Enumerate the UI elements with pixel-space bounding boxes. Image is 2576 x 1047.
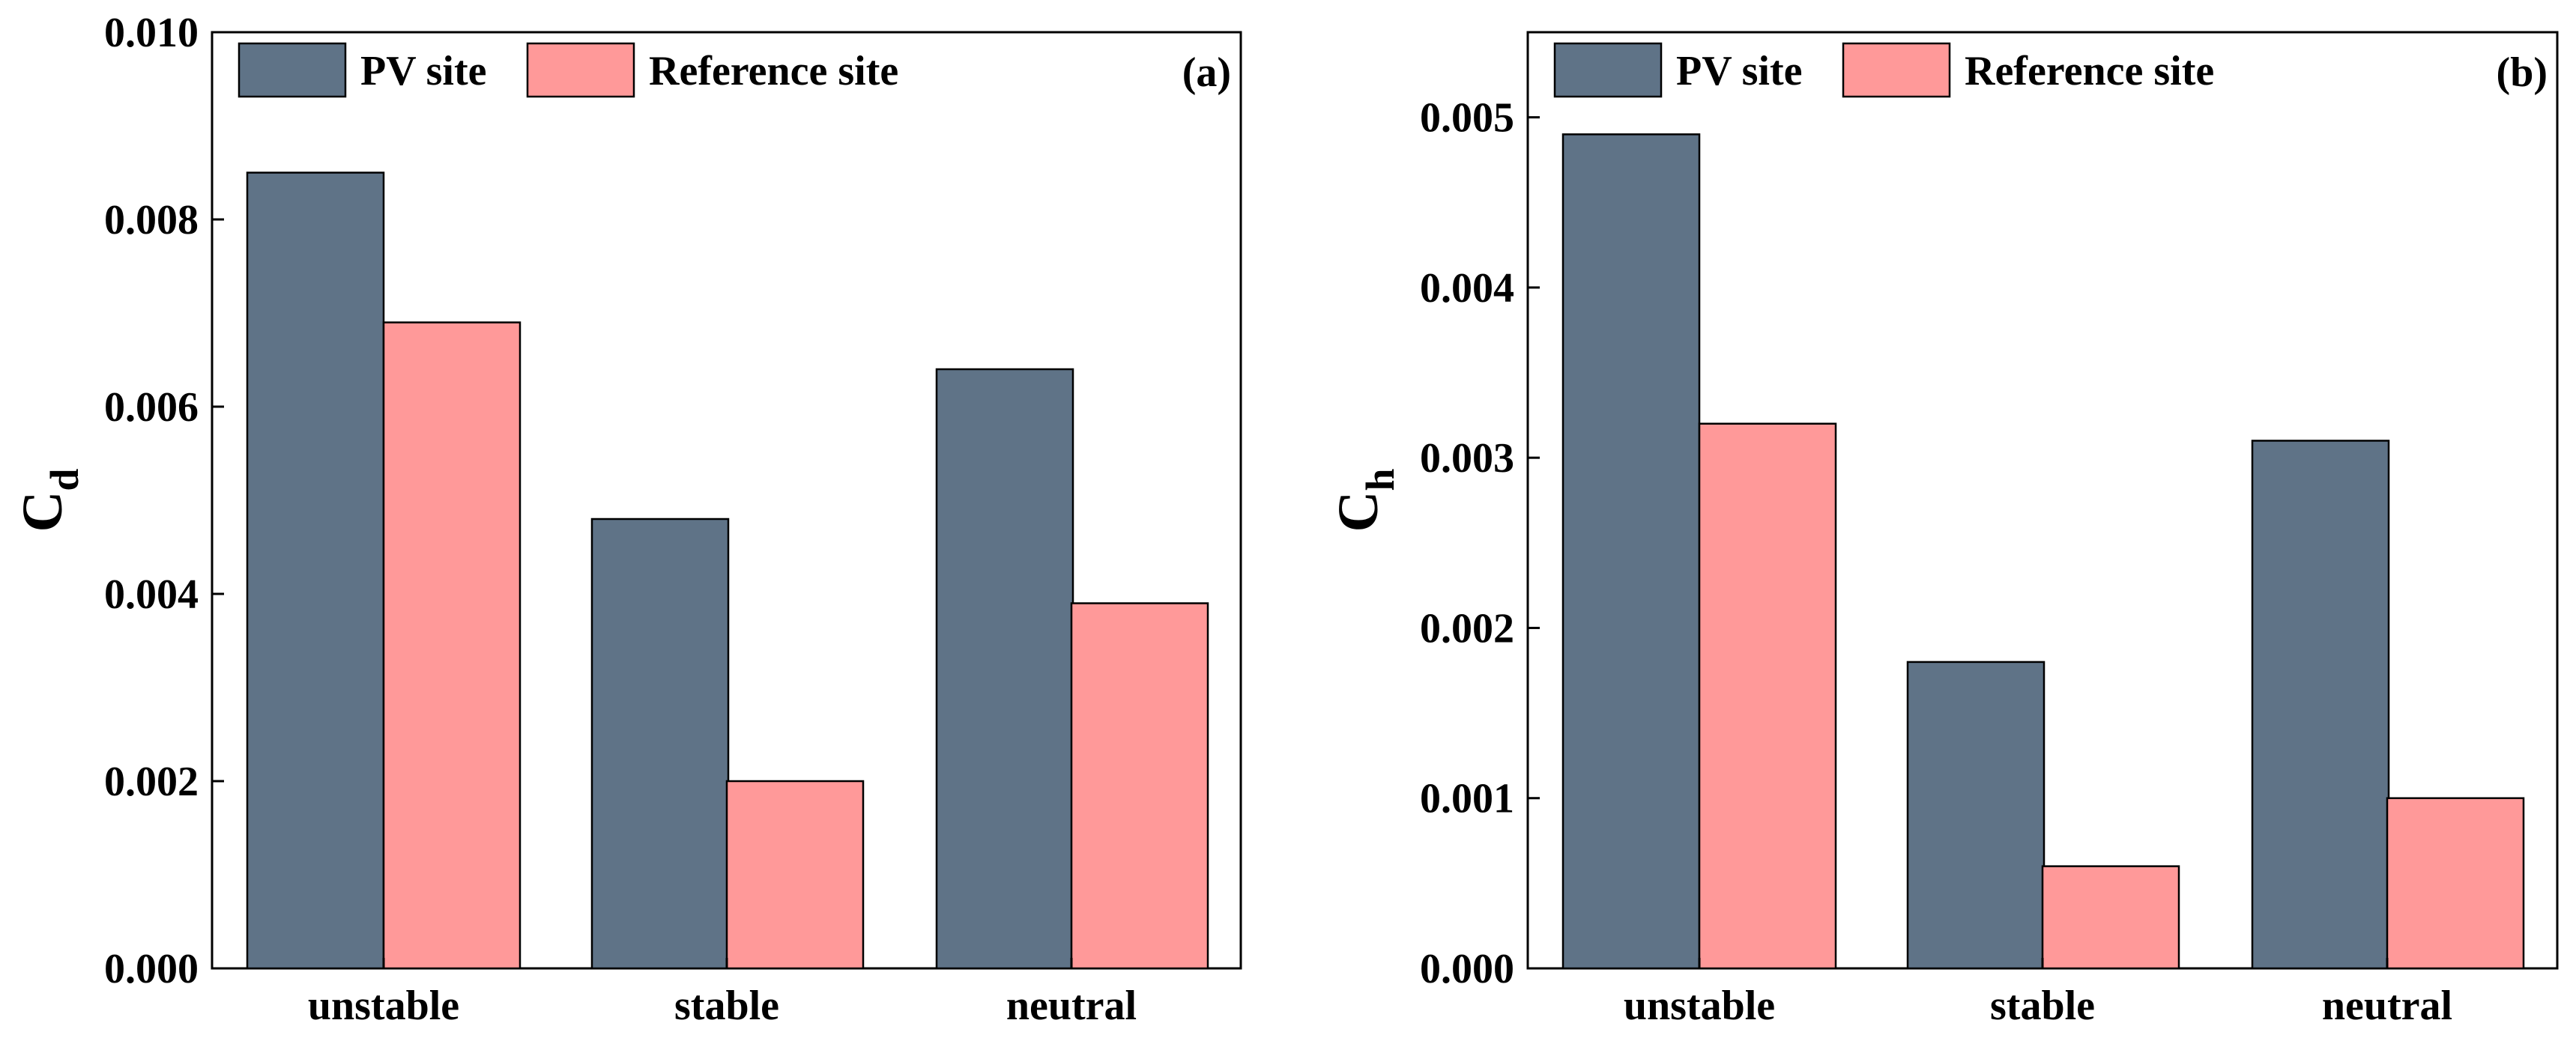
x-tick-label-a-unstable: unstable bbox=[308, 983, 459, 1029]
y-tick-label-a-3: 0.006 bbox=[104, 384, 199, 431]
legend-label-pv-b: PV site bbox=[1676, 48, 1803, 94]
y-axis-label-b: Ch bbox=[1327, 469, 1403, 532]
bar-b-unstable-pv bbox=[1561, 133, 1701, 970]
legend-a: PV site Reference site bbox=[238, 42, 898, 98]
y-axis-label-main-b: C bbox=[1327, 491, 1390, 532]
y-tick-label-b-5: 0.005 bbox=[1420, 95, 1514, 142]
legend-swatch-ref-b bbox=[1842, 42, 1951, 98]
y-tick-label-a-0: 0.000 bbox=[104, 946, 199, 992]
bars-b bbox=[1561, 133, 2525, 970]
x-tick-label-a-neutral: neutral bbox=[1006, 983, 1137, 1029]
bar-a-neutral-pv bbox=[935, 368, 1074, 970]
legend-swatch-ref-a bbox=[526, 42, 635, 98]
bar-a-neutral-ref bbox=[1070, 602, 1209, 970]
bar-b-stable-pv bbox=[1906, 661, 2046, 970]
panel-a: 0.000 0.002 0.004 0.006 0.008 0.010 unstable s… bbox=[11, 10, 1242, 1029]
bar-b-stable-ref bbox=[2041, 865, 2180, 970]
y-tick-label-b-0: 0.000 bbox=[1420, 946, 1514, 992]
legend-label-ref-b: Reference site bbox=[1965, 48, 2214, 94]
bar-a-stable-pv bbox=[590, 518, 730, 970]
y-tick-label-a-5: 0.010 bbox=[104, 10, 199, 56]
bar-a-stable-ref bbox=[725, 780, 865, 970]
x-ticks-b: unstable stable neutral bbox=[1624, 958, 2452, 1029]
legend-swatch-pv-a bbox=[238, 42, 347, 98]
legend-label-ref-a: Reference site bbox=[649, 48, 898, 94]
y-tick-label-b-4: 0.004 bbox=[1420, 265, 1514, 312]
bar-a-unstable-pv bbox=[246, 172, 385, 970]
y-axis-label-main-a: C bbox=[11, 491, 74, 532]
y-tick-label-a-4: 0.008 bbox=[104, 197, 199, 243]
y-tick-label-a-2: 0.004 bbox=[104, 571, 199, 618]
y-tick-label-b-1: 0.001 bbox=[1420, 776, 1514, 822]
bars-a bbox=[246, 172, 1209, 970]
x-tick-label-b-unstable: unstable bbox=[1624, 983, 1775, 1029]
y-tick-label-a-1: 0.002 bbox=[104, 759, 199, 805]
legend-swatch-pv-b bbox=[1553, 42, 1663, 98]
y-tick-label-b-3: 0.003 bbox=[1420, 435, 1514, 482]
y-tick-label-b-2: 0.002 bbox=[1420, 605, 1514, 652]
x-tick-label-a-stable: stable bbox=[674, 983, 779, 1029]
y-axis-label-a: Cd bbox=[11, 469, 87, 532]
panel-tag-a: (a) bbox=[1182, 49, 1231, 96]
legend-label-pv-a: PV site bbox=[360, 48, 487, 94]
x-tick-label-b-neutral: neutral bbox=[2322, 983, 2452, 1029]
bar-b-neutral-ref bbox=[2386, 797, 2525, 970]
y-axis-label-sub-b: h bbox=[1358, 469, 1403, 491]
bar-b-neutral-pv bbox=[2251, 440, 2390, 970]
panel-tag-b: (b) bbox=[2497, 49, 2548, 96]
y-ticks-a: 0.000 0.002 0.004 0.006 0.008 0.010 bbox=[104, 10, 224, 992]
y-ticks-b: 0.000 0.001 0.002 0.003 0.004 0.005 bbox=[1420, 95, 1540, 992]
bar-a-unstable-ref bbox=[382, 321, 521, 970]
legend-b: PV site Reference site bbox=[1553, 42, 2214, 98]
bar-b-unstable-ref bbox=[1698, 422, 1837, 970]
y-axis-label-sub-a: d bbox=[42, 469, 87, 491]
x-ticks-a: unstable stable neutral bbox=[308, 958, 1137, 1029]
panel-b: 0.000 0.001 0.002 0.003 0.004 0.005 unstable s… bbox=[1327, 31, 2559, 1029]
x-tick-label-b-stable: stable bbox=[1990, 983, 2095, 1029]
